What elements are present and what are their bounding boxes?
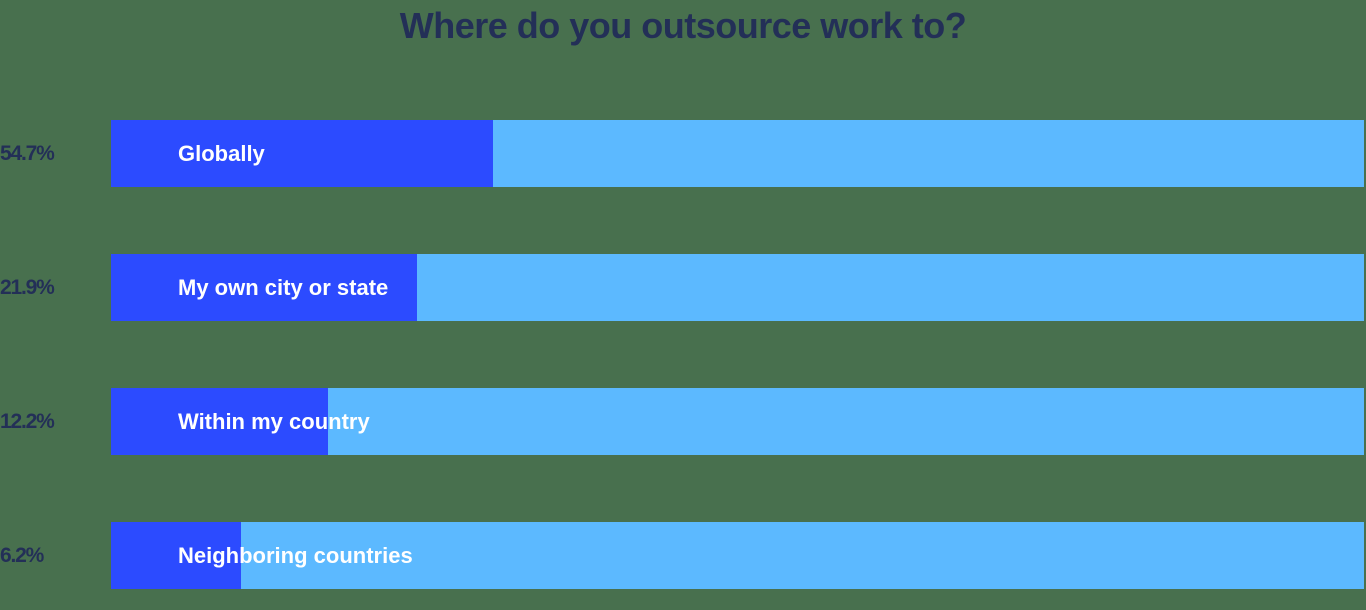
bar-label: Within my country [178, 409, 370, 434]
bar-fill [111, 388, 328, 455]
bar-track: Within my country [111, 388, 1364, 455]
bar-row-within-my-country: 12.2% Within my country [0, 388, 1366, 455]
bar-label: My own city or state [178, 275, 389, 300]
percent-label: 6.2% [0, 544, 44, 567]
bar-fill [111, 522, 241, 589]
bar-track: Globally [111, 120, 1364, 187]
bar-fill [111, 254, 417, 321]
bar-row-globally: 54.7% Globally [0, 120, 1366, 187]
bar-fill [111, 120, 493, 187]
chart-title: Where do you outsource work to? [399, 5, 967, 46]
bar-track: My own city or state [111, 254, 1364, 321]
bar-label: Globally [178, 141, 265, 166]
bar-track: Neighboring countries [111, 522, 1364, 589]
bar-label: Neighboring countries [178, 543, 413, 568]
percent-label: 21.9% [0, 276, 55, 299]
percent-label: 54.7% [0, 142, 55, 165]
bar-row-neighboring-countries: 6.2% Neighboring countries [0, 522, 1366, 589]
percent-label: 12.2% [0, 410, 55, 433]
bar-row-own-city-or-state: 21.9% My own city or state [0, 254, 1366, 321]
